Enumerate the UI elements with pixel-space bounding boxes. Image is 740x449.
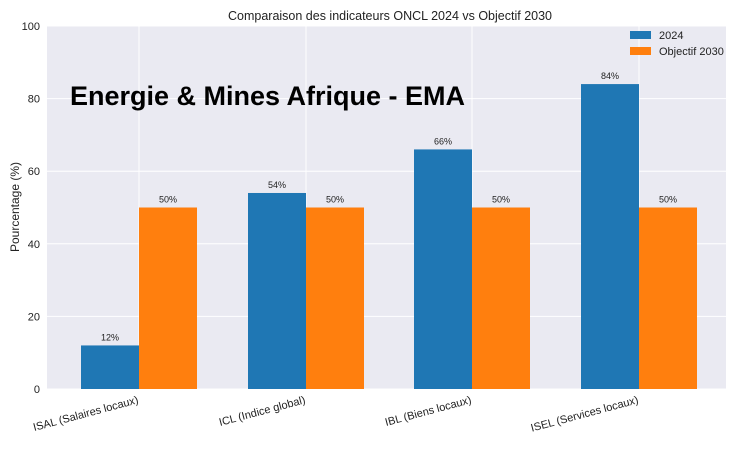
legend-swatch [630,31,651,39]
x-tick-label: ISEL (Services locaux) [530,394,640,434]
legend-label: Objectif 2030 [659,46,724,58]
bar-2024 [414,149,472,389]
bar-data-label: 50% [659,195,677,205]
watermark-text: Energie & Mines Afrique - EMA [70,81,465,111]
legend-label: 2024 [659,30,683,42]
y-tick-label: 20 [28,311,40,323]
chart-title: Comparaison des indicateurs ONCL 2024 vs… [228,9,552,23]
y-tick-label: 40 [28,239,40,251]
y-tick-label: 60 [28,166,40,178]
bar-objectif-2030 [139,207,197,389]
legend-swatch [630,47,651,55]
bar-2024 [248,192,306,389]
bar-data-label: 12% [101,332,119,342]
bar-objectif-2030 [306,207,364,389]
y-tick-label: 0 [34,384,40,396]
bar-data-label: 84% [601,71,619,81]
bar-2024 [581,84,639,389]
y-axis-label: Pourcentage (%) [8,162,22,252]
bar-data-label: 50% [492,195,510,205]
bar-data-label: 54% [268,180,286,190]
x-tick-label: IBL (Biens locaux) [384,394,473,429]
bar-objectif-2030 [639,207,697,389]
y-tick-label: 100 [22,21,40,33]
bar-data-label: 50% [159,195,177,205]
bar-2024 [81,345,139,389]
y-tick-label: 80 [28,94,40,106]
bar-data-label: 66% [434,136,452,146]
bar-data-label: 50% [326,195,344,205]
bar-objectif-2030 [472,207,530,389]
x-tick-label: ISAL (Salaires locaux) [32,394,140,434]
x-tick-label: ICL (Indice global) [218,394,307,429]
